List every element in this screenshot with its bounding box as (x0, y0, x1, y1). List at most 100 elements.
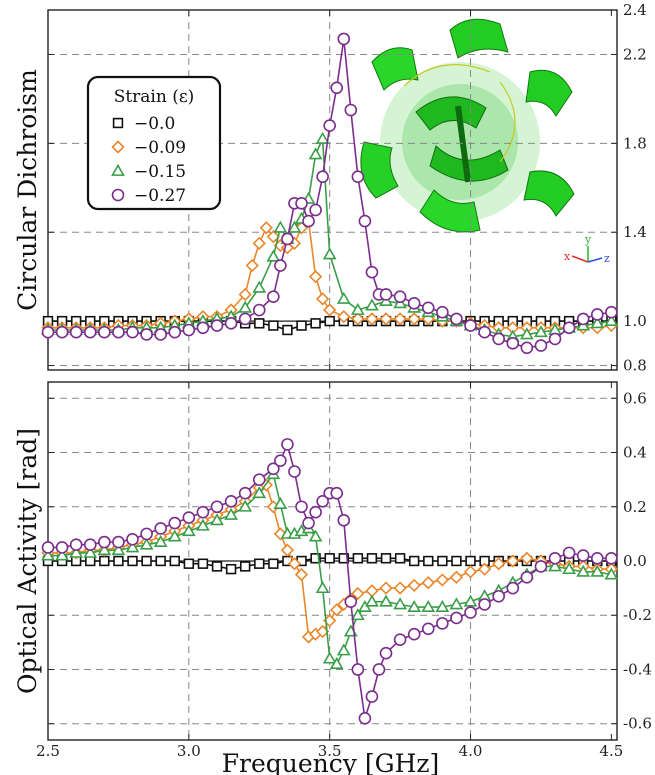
data-point-circle (55, 541, 69, 554)
data-point-diamond (316, 292, 330, 306)
data-point-diamond (273, 527, 288, 541)
data-point-circle (548, 332, 562, 346)
data-point-circle (126, 533, 139, 546)
data-point-diamond (252, 236, 266, 250)
data-point-diamond (351, 312, 365, 326)
data-point-circle (252, 303, 266, 317)
data-point-triangle (350, 302, 365, 315)
data-point-circle (464, 606, 477, 619)
legend-item: −0.27 (111, 186, 186, 206)
y-tick-label: -0.2 (623, 606, 652, 624)
data-point-square (352, 553, 364, 564)
data-point-circle (281, 438, 294, 451)
data-point-diamond (337, 310, 351, 324)
series-3 (41, 32, 618, 355)
data-point-triangle (519, 327, 534, 340)
data-point-square (211, 561, 223, 572)
data-point-square (141, 555, 152, 567)
data-point-diamond (259, 221, 273, 235)
triad-x-label: x (564, 250, 571, 263)
data-point-circle (492, 589, 505, 603)
data-point-circle (295, 500, 308, 514)
data-point-triangle (224, 507, 238, 520)
data-point-triangle (463, 594, 478, 607)
data-point-square (465, 555, 476, 567)
y-tick-label: 0.0 (623, 552, 647, 570)
data-point-triangle (308, 529, 323, 542)
legend-label: −0.15 (134, 162, 186, 182)
data-point-square (437, 555, 448, 567)
data-point-square (113, 555, 124, 567)
data-point-square (254, 558, 265, 569)
data-point-circle (372, 663, 386, 676)
data-point-circle (365, 690, 379, 703)
data-point-square (338, 553, 349, 564)
data-point-triangle (365, 298, 379, 311)
x-tick-label: 4.0 (459, 742, 483, 760)
data-point-circle (407, 297, 421, 310)
data-point-circle (330, 81, 344, 95)
legend: Strain (ε) −0.0 −0.09 −0.15 −0.27 (86, 75, 222, 211)
data-point-circle (379, 288, 393, 301)
data-point-triangle (336, 291, 351, 304)
data-point-triangle (604, 567, 619, 580)
data-point-circle (140, 527, 153, 541)
x-axis-title: Frequency [GHz] (222, 749, 440, 775)
data-point-square (155, 555, 166, 567)
data-point-circle (316, 170, 329, 183)
data-point-triangle (322, 247, 337, 260)
data-point-triangle (407, 599, 422, 613)
data-point-triangle (55, 548, 69, 561)
data-point-circle (267, 290, 280, 303)
data-point-circle (309, 505, 322, 519)
data-point-triangle (315, 581, 330, 594)
data-point-circle (337, 32, 351, 46)
data-point-circle (83, 325, 97, 339)
data-point-triangle (421, 599, 436, 613)
x-tick-label: 3.5 (318, 742, 342, 760)
data-point-square (366, 553, 378, 564)
data-point-square (127, 555, 138, 567)
data-point-diamond (245, 258, 259, 273)
data-point-diamond (407, 312, 421, 326)
data-point-circle (506, 337, 520, 350)
data-point-square (225, 563, 237, 575)
data-point-diamond (520, 551, 534, 565)
x-tick-label: 3.0 (177, 742, 201, 760)
data-point-square (282, 324, 293, 336)
y-tick-label: -0.4 (623, 660, 652, 678)
data-point-square (197, 558, 209, 569)
data-point-diamond (294, 567, 309, 582)
data-point-triangle (196, 518, 210, 531)
data-point-square (112, 117, 124, 129)
y-axis-title: Circular Dichroism (13, 69, 42, 311)
data-point-triangle (287, 220, 302, 233)
data-point-circle (210, 500, 224, 514)
data-point-diamond (287, 557, 302, 571)
data-point-circle (281, 232, 294, 246)
data-point-circle (590, 551, 604, 565)
data-point-square (169, 555, 180, 567)
data-point-circle (605, 551, 618, 565)
data-point-circle (112, 325, 125, 339)
series-2 (41, 467, 619, 669)
data-point-circle (520, 570, 534, 584)
data-point-triangle (308, 147, 323, 160)
legend-item: −0.0 (112, 114, 175, 134)
data-point-circle (302, 214, 315, 228)
data-point-circle (358, 712, 372, 725)
data-point-circle (344, 595, 358, 608)
data-point-circle (126, 325, 139, 339)
y-tick-label: 0.2 (623, 498, 647, 516)
data-point-triangle (604, 313, 619, 327)
data-point-circle (351, 663, 365, 676)
data-point-triangle (139, 537, 154, 550)
data-point-diamond (323, 303, 337, 317)
data-point-circle (393, 633, 407, 646)
legend-item: −0.09 (111, 138, 186, 158)
data-point-triangle (111, 543, 126, 556)
data-point-circle (562, 546, 576, 560)
data-point-square (324, 315, 335, 327)
data-point-circle (506, 581, 520, 595)
data-point-circle (344, 103, 358, 117)
